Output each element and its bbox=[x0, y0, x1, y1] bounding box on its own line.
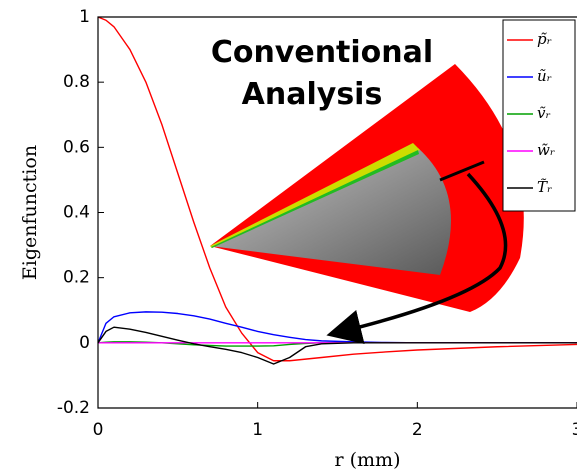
axes-frame bbox=[97, 16, 577, 409]
annotation: Analysis bbox=[242, 77, 383, 112]
y-axis-label: Eigenfunction bbox=[19, 145, 41, 280]
legend-label: w̃ᵣ bbox=[537, 141, 555, 159]
y-tick-label: 0.4 bbox=[63, 203, 90, 223]
x-tick-label: 3 bbox=[572, 420, 577, 440]
probe-line bbox=[439, 160, 485, 182]
boundary-layer-inner bbox=[211, 150, 419, 248]
boundary-layer bbox=[210, 143, 420, 248]
overlay: -0.200.20.40.60.810123r (mm)Eigenfunctio… bbox=[19, 7, 577, 471]
legend-box bbox=[502, 19, 576, 212]
y-tick-label: 0 bbox=[79, 333, 90, 353]
annotation: Conventional bbox=[211, 35, 433, 70]
y-tick-label: 0.2 bbox=[63, 268, 90, 288]
x-axis-label: r (mm) bbox=[335, 449, 401, 471]
x-tick-label: 0 bbox=[93, 420, 104, 440]
cone-inset bbox=[210, 64, 524, 344]
y-tick-label: 1 bbox=[79, 7, 90, 27]
y-tick-label: -0.2 bbox=[57, 398, 90, 418]
y-tick-label: 0.6 bbox=[63, 137, 90, 157]
legend-label: p̃ᵣ bbox=[537, 30, 552, 48]
y-tick-label: 0.8 bbox=[63, 72, 90, 92]
x-tick-label: 2 bbox=[412, 420, 423, 440]
series-line bbox=[97, 326, 577, 365]
cone-body bbox=[210, 148, 451, 275]
legend-label: ṽᵣ bbox=[537, 104, 551, 122]
legend-label: T̃ᵣ bbox=[537, 178, 552, 196]
arrow bbox=[326, 172, 508, 344]
legend-label: ũᵣ bbox=[537, 67, 552, 85]
x-tick-label: 1 bbox=[252, 420, 263, 440]
legend: p̃ᵣ ũᵣ ṽᵣ w̃ᵣ T̃ᵣ bbox=[502, 19, 576, 212]
series-line bbox=[97, 16, 577, 362]
